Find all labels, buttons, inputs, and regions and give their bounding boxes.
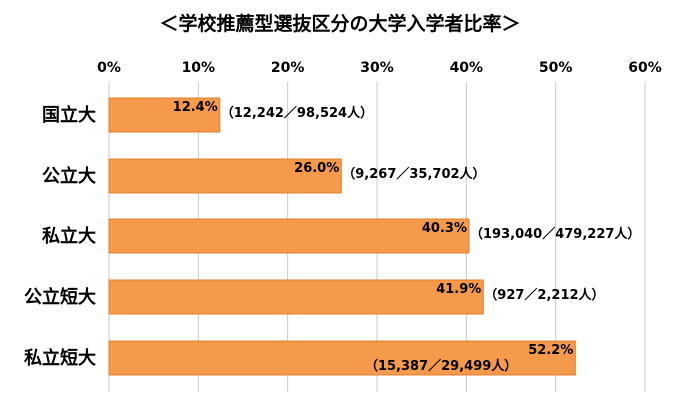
x-axis-ticks: 0% 10% 20% 30% 40% 50% 60%: [97, 60, 662, 76]
category-label: 私立短大: [24, 347, 96, 369]
bars: [108, 97, 576, 376]
detail-label: （9,267／35,702人）: [342, 166, 485, 182]
category-label: 私立大: [42, 225, 96, 247]
bar: [108, 340, 576, 376]
value-label: 40.3%: [422, 221, 467, 236]
detail-label: （927／2,212人）: [484, 287, 604, 303]
x-tick-label: 30%: [360, 60, 394, 76]
bar: [108, 218, 470, 254]
x-tick-label: 60%: [628, 60, 662, 76]
detail-label: （12,242／98,524人）: [221, 105, 373, 121]
value-label: 12.4%: [173, 100, 218, 115]
bar: [108, 279, 484, 315]
bar: [108, 158, 342, 194]
x-tick-label: 0%: [97, 60, 121, 76]
chart-title: ＜学校推薦型選抜区分の大学入学者比率＞: [159, 12, 520, 35]
value-label: 41.9%: [436, 282, 481, 297]
detail-label: （15,387／29,499人）: [365, 358, 517, 374]
x-tick-label: 10%: [182, 60, 216, 76]
x-tick-label: 50%: [539, 60, 573, 76]
bar: [108, 97, 221, 133]
value-label: 26.0%: [294, 161, 339, 176]
detail-label: （193,040／479,227人）: [470, 226, 640, 242]
x-tick-label: 20%: [271, 60, 305, 76]
data-labels: 12.4% （12,242／98,524人） 26.0% （9,267／35,702人…: [173, 100, 641, 374]
x-tick-label: 40%: [450, 60, 484, 76]
category-label: 公立短大: [24, 286, 96, 308]
value-label: 52.2%: [528, 343, 573, 358]
category-label: 公立大: [42, 165, 96, 187]
category-label: 国立大: [42, 104, 96, 126]
